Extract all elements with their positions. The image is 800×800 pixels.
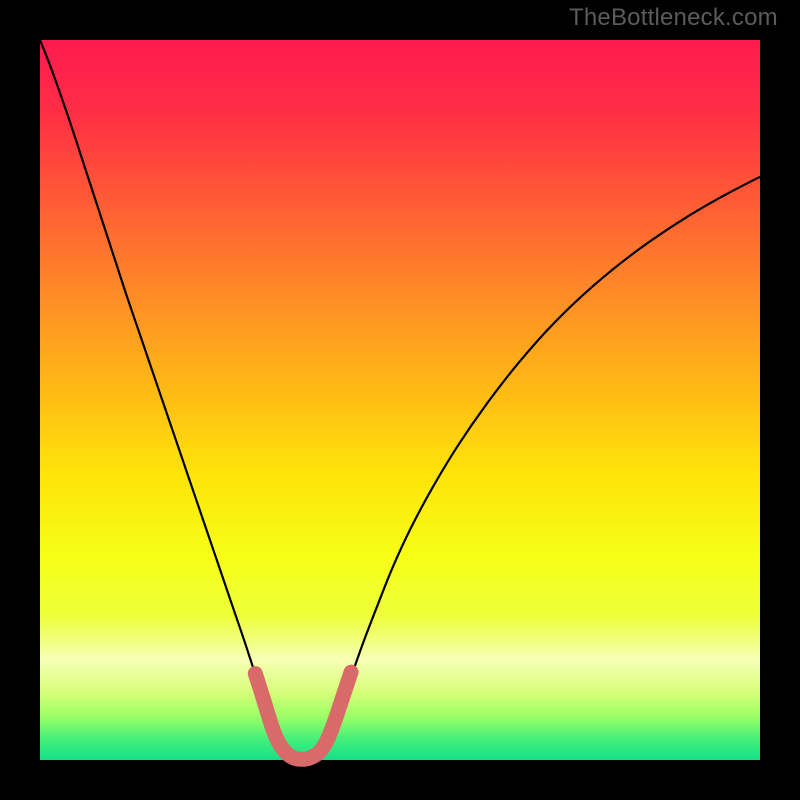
plot-area bbox=[40, 40, 760, 760]
watermark-label: TheBottleneck.com bbox=[569, 4, 778, 31]
watermark-text: TheBottleneck.com bbox=[569, 4, 778, 32]
chart-container bbox=[0, 0, 800, 800]
bottleneck-chart bbox=[0, 0, 800, 800]
